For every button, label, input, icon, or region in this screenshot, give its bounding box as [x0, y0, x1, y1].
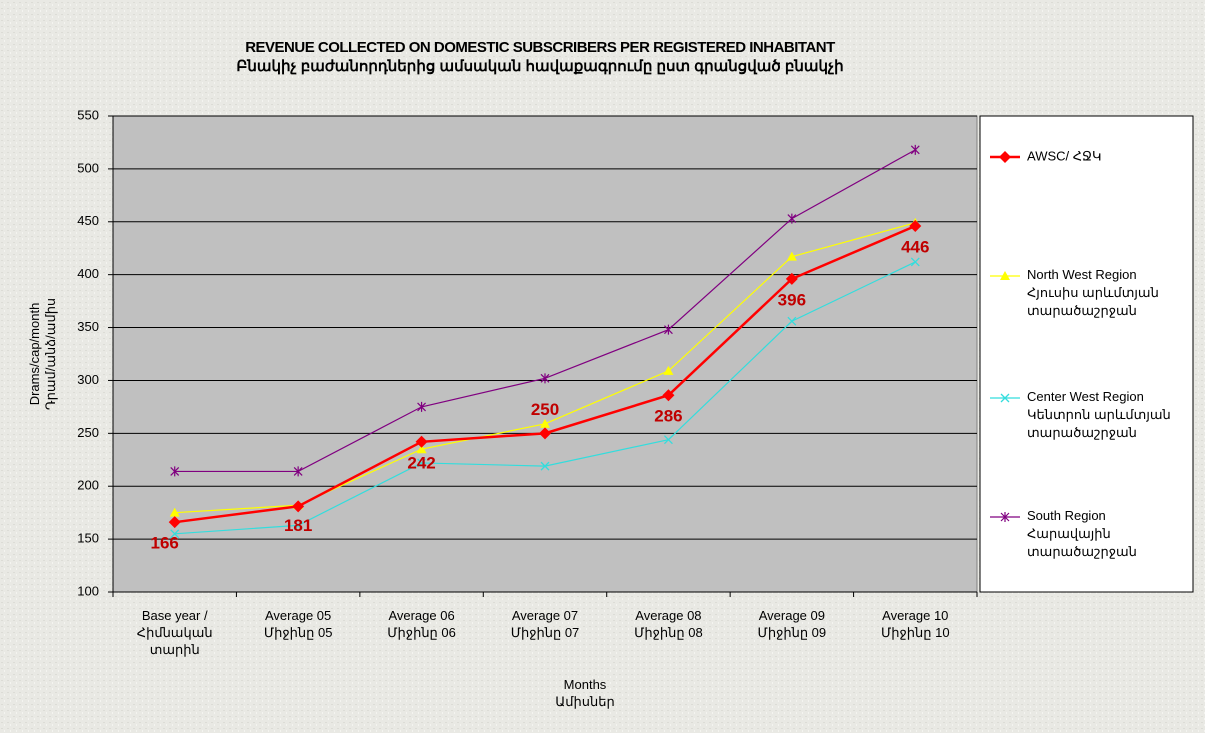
data-label: 446 [901, 237, 929, 256]
marker [910, 144, 920, 155]
x-axis-label: Months Ամիսներ [555, 677, 614, 709]
y-tick-label: 250 [77, 425, 99, 440]
marker [663, 435, 673, 445]
marker [787, 213, 797, 224]
marker [292, 500, 305, 513]
data-label: 286 [654, 407, 682, 426]
marker [170, 466, 180, 477]
marker [293, 520, 303, 530]
y-axis-label: Drams/cap/monthԴրամ/անձ/ամիս [27, 298, 58, 410]
marker [1000, 271, 1010, 280]
marker [1000, 393, 1010, 403]
data-label: 166 [151, 534, 179, 553]
marker [417, 401, 426, 412]
marker [416, 444, 427, 454]
marker [999, 151, 1011, 163]
chart-subtitle: Բնակիչ բաժանորդներից ամսական հավաքագրում… [236, 58, 843, 75]
y-tick-label: 300 [77, 372, 99, 387]
marker [415, 435, 428, 448]
y-tick-label: 400 [77, 266, 99, 281]
x-tick-label: Base year / Հիմնական տարին [137, 608, 213, 657]
x-tick-label: Average 07 Միջինը 07 [511, 608, 580, 640]
chart-title: REVENUE COLLECTED ON DOMESTIC SUBSCRIBER… [245, 39, 835, 56]
marker [664, 324, 673, 335]
marker [169, 507, 180, 517]
y-tick-label: 100 [77, 583, 99, 598]
data-label: 181 [284, 516, 312, 535]
marker [293, 466, 303, 477]
marker [540, 418, 550, 428]
legend-label: Center West Region Կենտրոն արևմտյան տարածա… [1027, 389, 1171, 440]
marker [1000, 512, 1010, 522]
x-tick-label: Average 10 Միջինը 10 [881, 608, 950, 640]
x-tick-label: Average 06 Միջինը 06 [387, 608, 456, 640]
legend-label: South Region Հարավային տարածաշրջան [1027, 508, 1137, 559]
x-tick-label: Average 09 Միջինը 09 [758, 608, 827, 640]
marker [787, 316, 797, 326]
marker [786, 251, 797, 261]
marker [663, 365, 674, 375]
data-label: 250 [531, 400, 559, 419]
data-label: 396 [778, 290, 806, 309]
y-tick-label: 200 [77, 478, 99, 493]
x-tick-label: Average 08 Միջինը 08 [634, 608, 703, 640]
marker [540, 461, 550, 471]
marker [540, 373, 550, 384]
y-tick-label: 450 [77, 213, 99, 228]
marker [170, 529, 180, 539]
y-tick-label: 500 [77, 160, 99, 175]
legend-label: North West Region Հյուսիս արևմտյան տարածաշ… [1027, 267, 1159, 318]
marker [785, 272, 798, 285]
legend-label: AWSC/ ՀՋԿ [1027, 148, 1102, 163]
x-tick-label: Average 05 Միջինը 05 [264, 608, 333, 640]
y-tick-label: 150 [77, 531, 99, 546]
data-label: 242 [407, 453, 435, 472]
marker [539, 427, 551, 440]
legend-box [979, 115, 1194, 593]
marker [168, 516, 181, 529]
y-tick-label: 350 [77, 319, 99, 334]
y-tick-label: 550 [77, 107, 99, 122]
marker [662, 389, 675, 402]
marker [417, 458, 427, 468]
marker [910, 257, 920, 267]
marker [909, 220, 922, 233]
